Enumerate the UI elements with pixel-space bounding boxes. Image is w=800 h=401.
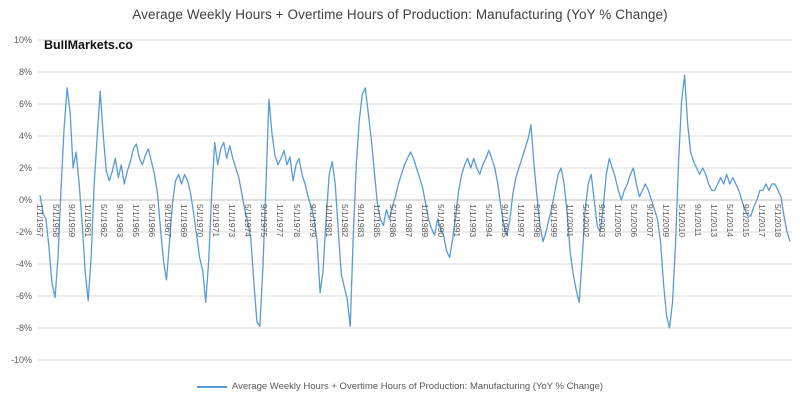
legend: Average Weekly Hours + Overtime Hours of… — [0, 381, 800, 392]
chart-title: Average Weekly Hours + Overtime Hours of… — [132, 7, 668, 22]
watermark: BullMarkets.co — [44, 38, 133, 52]
legend-line-marker — [196, 385, 227, 388]
series-line — [39, 74, 791, 329]
legend-label: Average Weekly Hours + Overtime Hours of… — [231, 381, 604, 392]
